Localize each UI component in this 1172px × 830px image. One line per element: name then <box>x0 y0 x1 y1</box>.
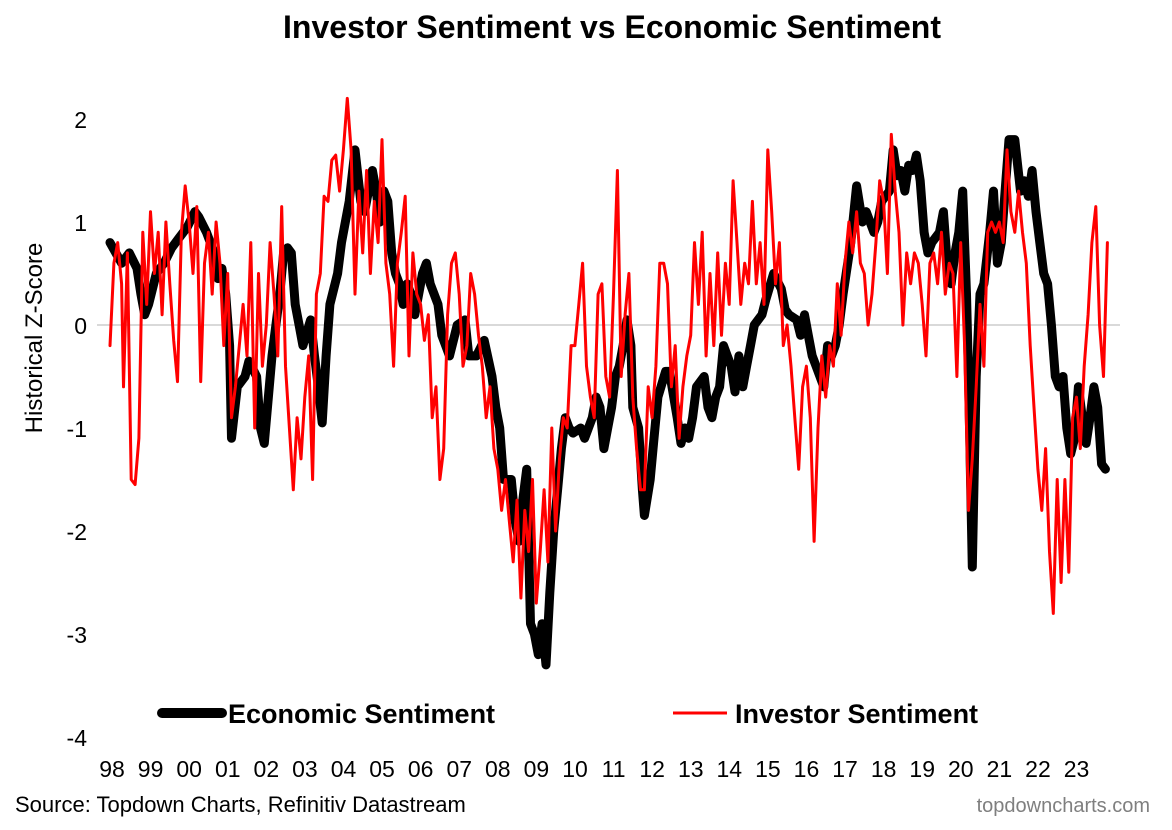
brand-watermark: topdowncharts.com <box>977 795 1150 817</box>
x-tick-label: 08 <box>485 756 511 782</box>
legend-label-investor: Investor Sentiment <box>735 699 978 729</box>
x-tick-label: 18 <box>871 756 897 782</box>
x-tick-label: 22 <box>1025 756 1051 782</box>
x-tick-label: 23 <box>1064 756 1090 782</box>
source-note: Source: Topdown Charts, Refinitiv Datast… <box>15 792 466 817</box>
x-tick-label: 10 <box>562 756 588 782</box>
y-tick-label: -2 <box>67 519 87 545</box>
x-tick-label: 09 <box>524 756 550 782</box>
x-tick-label: 00 <box>176 756 202 782</box>
series-line-investor-sentiment <box>108 96 1109 615</box>
x-tick-label: 11 <box>602 756 626 782</box>
y-axis-ticks: 2 1 0 -1 -2 -3 -4 <box>67 107 88 751</box>
y-tick-label: -4 <box>67 725 88 751</box>
x-tick-label: 01 <box>215 756 241 782</box>
x-tick-label: 21 <box>987 756 1013 782</box>
x-tick-label: 13 <box>678 756 704 782</box>
x-tick-label: 98 <box>99 756 125 782</box>
series-line-economic-sentiment <box>105 135 1110 670</box>
x-tick-label: 03 <box>292 756 318 782</box>
y-axis-label: Historical Z-Score <box>21 243 48 434</box>
x-tick-label: 12 <box>639 756 665 782</box>
x-tick-label: 05 <box>369 756 395 782</box>
x-tick-label: 07 <box>446 756 472 782</box>
x-tick-label: 06 <box>408 756 434 782</box>
x-tick-label: 14 <box>717 756 743 782</box>
x-tick-label: 04 <box>331 756 357 782</box>
y-tick-label: 2 <box>74 107 87 133</box>
y-tick-label: -1 <box>67 416 87 442</box>
x-tick-label: 20 <box>948 756 974 782</box>
chart-title: Investor Sentiment vs Economic Sentiment <box>283 9 941 45</box>
x-tick-label: 02 <box>254 756 280 782</box>
legend-label-economic: Economic Sentiment <box>228 699 495 729</box>
legend: Economic Sentiment Investor Sentiment <box>157 699 978 729</box>
x-tick-label: 17 <box>832 756 858 782</box>
x-tick-label: 99 <box>138 756 164 782</box>
y-tick-label: -3 <box>67 622 87 648</box>
x-tick-label: 19 <box>909 756 935 782</box>
y-tick-label: 0 <box>74 313 87 339</box>
x-axis-ticks: 98 99 00 01 02 03 04 05 06 07 08 09 10 11 12 13 14 15 16 17… <box>99 756 1089 782</box>
y-tick-label: 1 <box>74 210 87 236</box>
series-layer <box>105 96 1110 670</box>
x-tick-label: 16 <box>794 756 820 782</box>
x-tick-label: 15 <box>755 756 781 782</box>
